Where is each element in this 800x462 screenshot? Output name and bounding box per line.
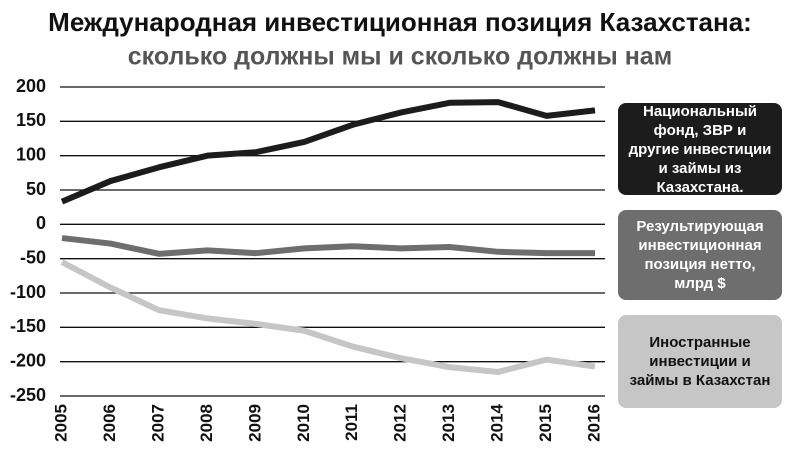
y-tick-label: 0: [36, 213, 46, 233]
legend-entry: Результирующая инвестиционная позиция не…: [618, 210, 782, 300]
x-tick-label: 2012: [391, 404, 410, 442]
y-tick-label: 50: [26, 179, 46, 199]
x-tick-label: 2014: [488, 403, 507, 441]
series-line: [61, 235, 595, 257]
y-tick-label: -50: [20, 247, 46, 267]
x-tick-label: 2016: [584, 404, 603, 442]
y-tick-label: 100: [16, 144, 46, 164]
legend-entry: Национальный фонд, ЗВР и другие инвестиц…: [618, 103, 782, 196]
y-tick-label: -150: [10, 316, 46, 336]
x-tick-label: 2015: [536, 404, 555, 442]
x-tick-label: 2005: [51, 404, 70, 442]
y-tick-label: -100: [10, 282, 46, 302]
y-tick-label: 150: [16, 110, 46, 130]
y-tick-label: -200: [10, 350, 46, 370]
y-tick-label: 200: [16, 76, 46, 96]
chart-title: Международная инвестиционная позиция Каз…: [48, 7, 752, 37]
series-line: [60, 99, 596, 205]
chart-subtitle: сколько должны мы и сколько должны нам: [128, 43, 672, 71]
x-tick-label: 2013: [439, 404, 458, 442]
y-tick-label: -250: [10, 385, 46, 405]
series-line: [60, 259, 596, 375]
x-tick-label: 2008: [197, 404, 216, 442]
legend-entry: Иностранные инвестиции и займы в Казахст…: [618, 315, 782, 408]
x-tick-label: 2010: [294, 404, 313, 442]
x-tick-label: 2011: [342, 404, 361, 441]
x-tick-label: 2006: [100, 404, 119, 442]
x-tick-label: 2009: [245, 404, 264, 442]
x-tick-label: 2007: [148, 404, 167, 442]
